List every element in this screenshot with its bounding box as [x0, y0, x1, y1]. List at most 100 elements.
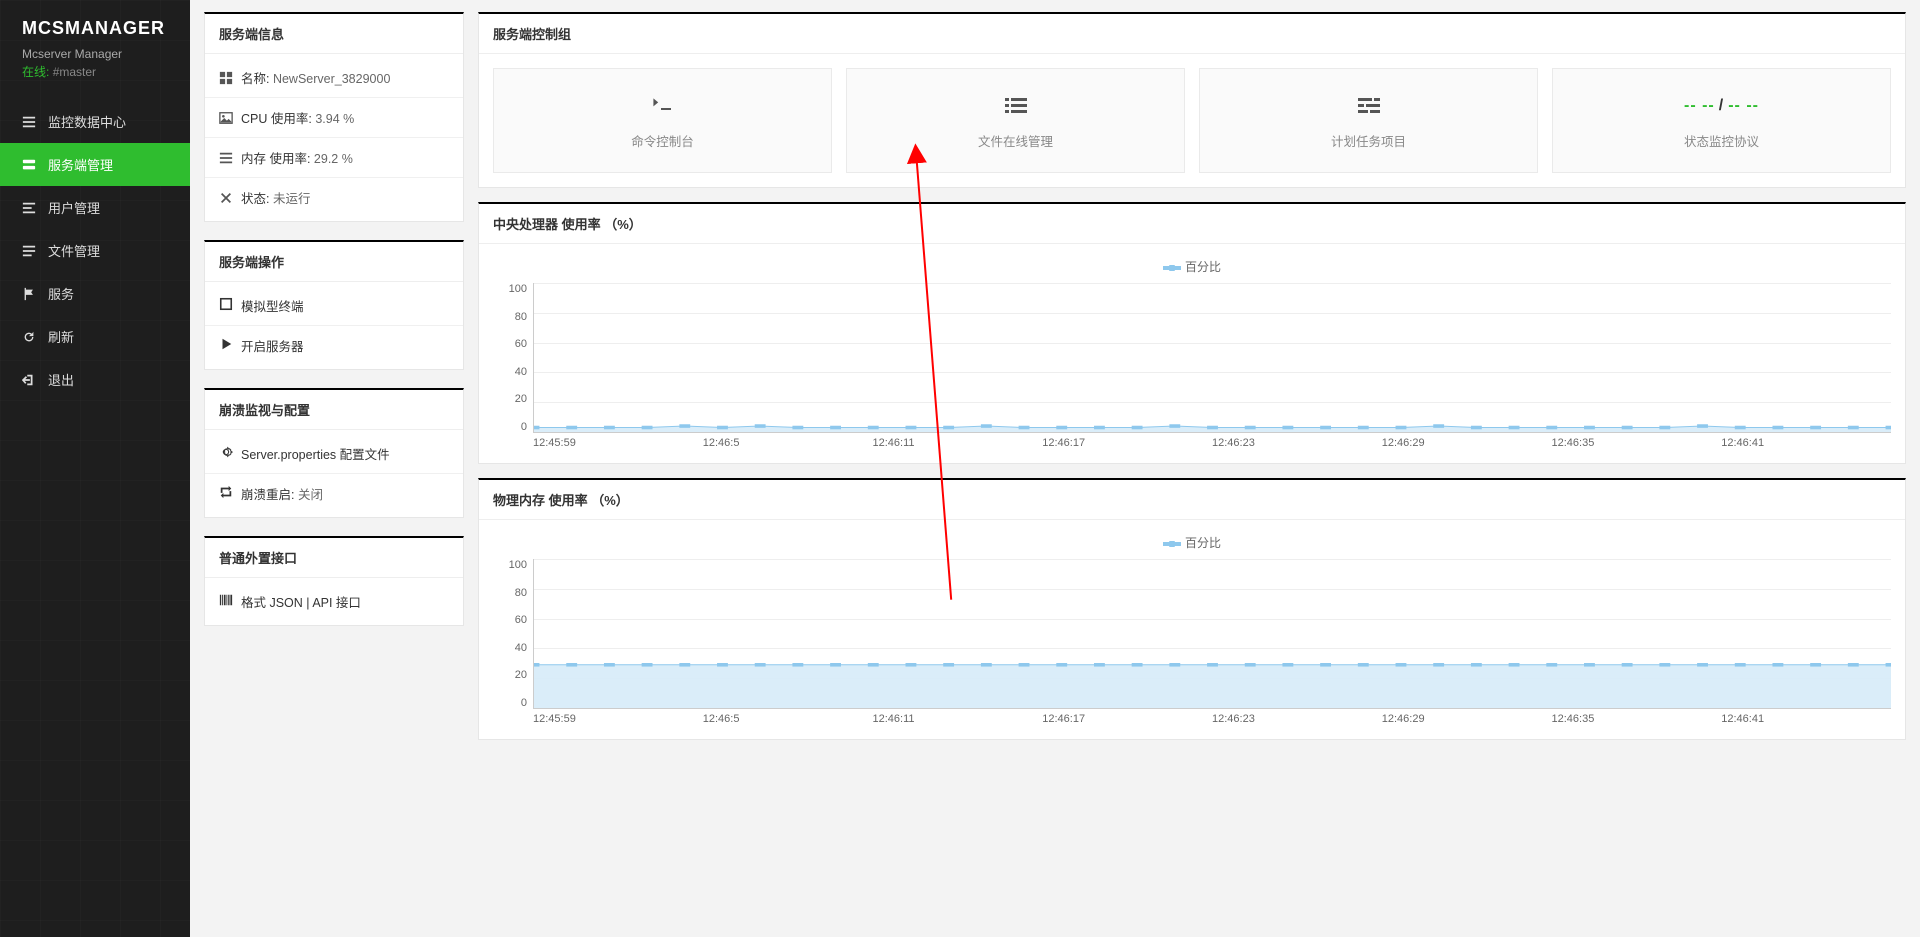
ops-rows-row[interactable]: 模拟型终端	[205, 286, 463, 326]
nav-label: 监控数据中心	[48, 112, 126, 131]
nav-item-refresh[interactable]: 刷新	[0, 315, 190, 358]
list-icon	[857, 91, 1174, 121]
main-content: 服务端信息 名称: NewServer_3829000CPU 使用率: 3.94…	[190, 0, 1920, 937]
bars-icon	[22, 115, 36, 129]
y-tick: 40	[515, 642, 527, 654]
y-tick: 80	[515, 587, 527, 599]
nav-item-files[interactable]: 文件管理	[0, 229, 190, 272]
sidebar: MCSMANAGER Mcserver Manager 在线: #master …	[0, 0, 190, 937]
nav-label: 文件管理	[48, 241, 100, 260]
api-rows-row[interactable]: 格式 JSON | API 接口	[205, 582, 463, 621]
y-tick: 20	[515, 669, 527, 681]
ctrl-card-schedule[interactable]: 计划任务项目	[1199, 68, 1538, 173]
ctrl-label: 文件在线管理	[857, 131, 1174, 150]
ctrl-label: 状态监控协议	[1563, 131, 1880, 150]
gear-icon	[219, 445, 233, 462]
nav-list: 监控数据中心服务端管理用户管理文件管理服务刷新退出	[0, 100, 190, 401]
ext-api-title: 普通外置接口	[205, 538, 463, 578]
info-rows-row: 内存 使用率: 29.2 %	[205, 138, 463, 178]
ctrl-card-console[interactable]: 命令控制台	[493, 68, 832, 173]
cpu-legend: 百分比	[493, 258, 1891, 275]
online-label: 在线:	[22, 65, 49, 79]
users-icon	[22, 201, 36, 215]
x-tick: 12:46:41	[1721, 713, 1891, 725]
mem-chart-panel: 物理内存 使用率 （%） 百分比 10080604020012:45:5912:…	[478, 478, 1906, 740]
files-icon	[22, 244, 36, 258]
server-info-panel: 服务端信息 名称: NewServer_3829000CPU 使用率: 3.94…	[204, 12, 464, 222]
nav-item-server[interactable]: 服务端管理	[0, 143, 190, 186]
info-rows-row: 状态: 未运行	[205, 178, 463, 217]
ctrl-card-status[interactable]: -- --/-- -- 状态监控协议	[1552, 68, 1891, 173]
row-label: 内存 使用率: 29.2 %	[241, 148, 353, 167]
x-icon	[219, 191, 233, 205]
info-rows-row: 名称: NewServer_3829000	[205, 58, 463, 98]
crash-panel: 崩溃监视与配置 Server.properties 配置文件崩溃重启: 关闭	[204, 388, 464, 518]
play-icon	[219, 337, 233, 354]
pic-icon	[219, 111, 233, 125]
x-tick: 12:46:29	[1382, 713, 1552, 725]
retweet-icon	[219, 485, 233, 502]
app-logo: MCSMANAGER	[0, 0, 190, 47]
mem-chart-title: 物理内存 使用率 （%）	[479, 480, 1905, 520]
barcode-icon	[219, 593, 233, 610]
x-tick: 12:46:29	[1382, 437, 1552, 449]
nav-label: 退出	[48, 370, 74, 389]
bars-icon	[219, 151, 233, 165]
nav-label: 服务端管理	[48, 155, 113, 174]
row-label: Server.properties 配置文件	[241, 444, 390, 463]
exit-icon	[22, 373, 36, 387]
y-tick: 100	[509, 559, 527, 571]
crash-title: 崩溃监视与配置	[205, 390, 463, 430]
y-tick: 80	[515, 311, 527, 323]
status-dashes: -- --/-- --	[1684, 97, 1759, 115]
control-group-panel: 服务端控制组 命令控制台文件在线管理 计划任务项目 -- --/-- -- 状态监控协…	[478, 12, 1906, 188]
app-subtitle: Mcserver Manager	[0, 47, 190, 63]
tasks-icon	[1210, 91, 1527, 121]
x-tick: 12:46:23	[1212, 437, 1382, 449]
x-tick: 12:46:17	[1042, 713, 1212, 725]
crash-rows-row[interactable]: Server.properties 配置文件	[205, 434, 463, 474]
x-tick: 12:46:5	[703, 437, 873, 449]
y-tick: 20	[515, 393, 527, 405]
x-tick: 12:46:11	[873, 713, 1043, 725]
y-tick: 0	[521, 421, 527, 433]
mem-legend: 百分比	[493, 534, 1891, 551]
control-group-title: 服务端控制组	[479, 14, 1905, 54]
cpu-chart-title: 中央处理器 使用率 （%）	[479, 204, 1905, 244]
y-tick: 0	[521, 697, 527, 709]
crash-rows-row[interactable]: 崩溃重启: 关闭	[205, 474, 463, 513]
chart-plot	[533, 283, 1891, 433]
row-label: CPU 使用率: 3.94 %	[241, 108, 354, 127]
flag-icon	[22, 287, 36, 301]
square-icon	[219, 297, 233, 314]
refresh-icon	[22, 330, 36, 344]
cpu-chart-panel: 中央处理器 使用率 （%） 百分比 10080604020012:45:5912…	[478, 202, 1906, 464]
chart-plot	[533, 559, 1891, 709]
y-tick: 40	[515, 366, 527, 378]
nav-item-users[interactable]: 用户管理	[0, 186, 190, 229]
online-id: #master	[53, 65, 96, 79]
ctrl-card-fileman[interactable]: 文件在线管理	[846, 68, 1185, 173]
y-tick: 60	[515, 614, 527, 626]
server-icon	[22, 158, 36, 172]
nav-item-services[interactable]: 服务	[0, 272, 190, 315]
row-label: 开启服务器	[241, 336, 304, 355]
row-label: 状态: 未运行	[241, 188, 310, 207]
x-tick: 12:46:11	[873, 437, 1043, 449]
row-label: 崩溃重启: 关闭	[241, 484, 323, 503]
nav-item-exit[interactable]: 退出	[0, 358, 190, 401]
ext-api-panel: 普通外置接口 格式 JSON | API 接口	[204, 536, 464, 626]
terminal-icon	[504, 91, 821, 121]
x-tick: 12:46:35	[1552, 713, 1722, 725]
server-ops-panel: 服务端操作 模拟型终端开启服务器	[204, 240, 464, 370]
x-tick: 12:45:59	[533, 437, 703, 449]
row-label: 模拟型终端	[241, 296, 304, 315]
x-tick: 12:46:17	[1042, 437, 1212, 449]
nav-label: 用户管理	[48, 198, 100, 217]
online-status: 在线: #master	[0, 63, 190, 100]
info-rows-row: CPU 使用率: 3.94 %	[205, 98, 463, 138]
nav-item-monitor[interactable]: 监控数据中心	[0, 100, 190, 143]
ops-rows-row[interactable]: 开启服务器	[205, 326, 463, 365]
row-label: 名称: NewServer_3829000	[241, 68, 390, 87]
x-tick: 12:46:5	[703, 713, 873, 725]
